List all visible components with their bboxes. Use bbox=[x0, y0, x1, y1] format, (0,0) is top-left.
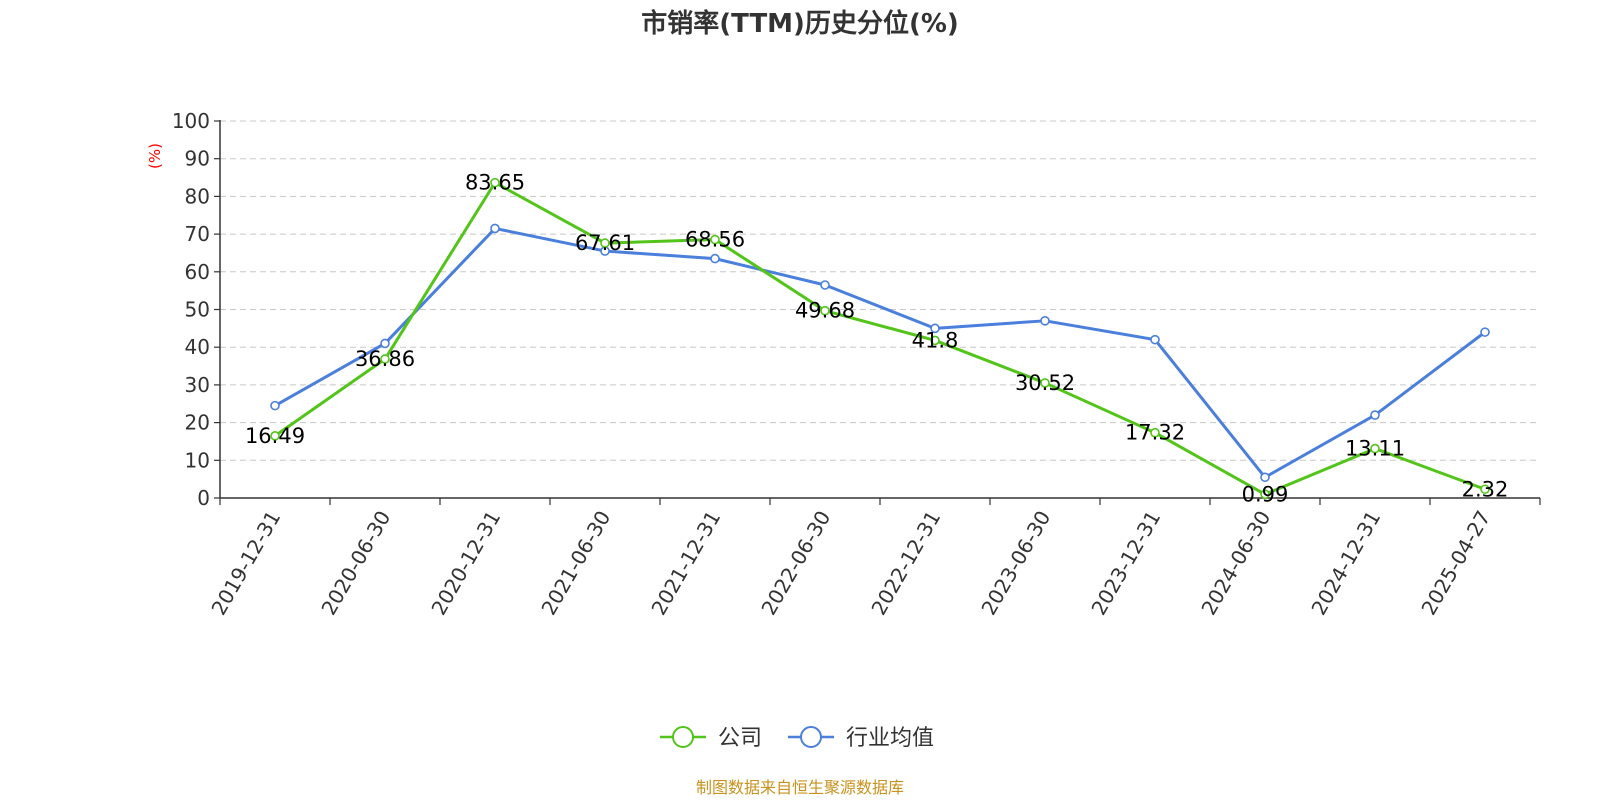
series-1-point-7[interactable] bbox=[1040, 316, 1050, 326]
legend-item-company[interactable]: 公司 bbox=[660, 726, 762, 751]
x-tick-label-7: 2023-06-30 bbox=[976, 507, 1055, 620]
y-tick-label-20: 20 bbox=[185, 411, 210, 435]
y-tick-label-80: 80 bbox=[185, 184, 210, 208]
y-tick-label-10: 10 bbox=[185, 448, 210, 472]
data-label-company-9: 0.99 bbox=[1242, 482, 1289, 506]
legend-item-industry-avg[interactable]: 行业均值 bbox=[788, 726, 934, 751]
data-label-company-3: 67.61 bbox=[575, 231, 635, 255]
data-label-company-0: 16.49 bbox=[245, 424, 305, 448]
x-tick-label-0: 2019-12-31 bbox=[206, 507, 285, 620]
series-1-point-0[interactable] bbox=[270, 400, 280, 411]
data-label-company-8: 17.32 bbox=[1125, 421, 1185, 445]
data-label-company-5: 49.68 bbox=[795, 299, 855, 323]
x-tick-label-10: 2024-12-31 bbox=[1306, 507, 1385, 620]
series-0-point-6[interactable] bbox=[930, 335, 940, 346]
y-tick-label-50: 50 bbox=[185, 298, 210, 322]
grid-lines bbox=[220, 120, 1540, 461]
series-line-0 bbox=[274, 181, 1486, 496]
series-0-point-11[interactable] bbox=[1480, 484, 1490, 495]
x-tick-label-2: 2020-12-31 bbox=[426, 507, 505, 620]
series-0-point-5[interactable] bbox=[820, 305, 830, 316]
series-0-point-7[interactable] bbox=[1040, 378, 1050, 388]
legend: 公司 行业均值 bbox=[660, 726, 934, 751]
series-0-point-4[interactable] bbox=[710, 234, 720, 245]
series-1-point-8[interactable] bbox=[1150, 334, 1160, 345]
data-label-company-2: 83.65 bbox=[465, 171, 525, 195]
series-1-point-11[interactable] bbox=[1480, 327, 1490, 337]
legend-industry-label: 行业均值 bbox=[846, 726, 934, 751]
y-tick-label-30: 30 bbox=[185, 373, 210, 397]
legend-industry-marker bbox=[800, 726, 822, 748]
series-0-point-2[interactable] bbox=[490, 177, 500, 188]
y-tick-labels: 0 10 20 30 40 50 60 70 80 90 100 bbox=[172, 109, 210, 510]
series-1-point-5[interactable] bbox=[820, 280, 830, 290]
series-lines bbox=[270, 177, 1490, 500]
y-tick-label-60: 60 bbox=[185, 260, 210, 284]
x-tick-label-9: 2024-06-30 bbox=[1196, 507, 1275, 620]
series-1-point-2[interactable] bbox=[490, 223, 500, 234]
data-label-company-6: 41.8 bbox=[912, 328, 959, 352]
y-tick-label-40: 40 bbox=[185, 335, 210, 359]
series-0-point-8[interactable] bbox=[1150, 427, 1160, 438]
x-tick-label-5: 2022-06-30 bbox=[756, 507, 835, 620]
data-labels: 16.49 36.86 83.65 67.61 68.56 49.68 41.8 30.52 1… bbox=[245, 171, 1508, 507]
series-1-point-6[interactable] bbox=[930, 323, 940, 334]
x-tick-label-4: 2021-12-31 bbox=[646, 507, 725, 620]
series-line-1 bbox=[274, 226, 1486, 479]
x-tick-label-11: 2025-04-27 bbox=[1416, 507, 1495, 620]
data-label-company-4: 68.56 bbox=[685, 228, 745, 252]
y-tick-label-70: 70 bbox=[185, 222, 210, 246]
chart-title: 市销率(TTM)历史分位(%) bbox=[641, 8, 959, 39]
series-1-point-10[interactable] bbox=[1370, 410, 1380, 420]
series-0-point-10[interactable] bbox=[1370, 443, 1380, 454]
y-tick-label-90: 90 bbox=[185, 147, 210, 171]
y-tick-label-0: 0 bbox=[197, 486, 210, 510]
series-1-point-9[interactable] bbox=[1260, 472, 1270, 483]
data-source-note: 制图数据来自恒生聚源数据库 bbox=[696, 778, 904, 797]
series-0-point-3[interactable] bbox=[600, 238, 610, 248]
legend-company-marker bbox=[672, 726, 694, 748]
series-0-point-0[interactable] bbox=[270, 431, 280, 441]
x-tick-labels: 2019-12-31 2020-06-30 2020-12-31 2021-06-30… bbox=[206, 507, 1495, 620]
legend-company-label: 公司 bbox=[718, 726, 762, 751]
axes bbox=[214, 120, 1541, 505]
data-label-company-7: 30.52 bbox=[1015, 371, 1075, 395]
data-label-company-11: 2.32 bbox=[1462, 477, 1509, 501]
x-tick-label-3: 2021-06-30 bbox=[536, 507, 615, 620]
data-label-company-1: 36.86 bbox=[355, 347, 415, 371]
x-tick-label-6: 2022-12-31 bbox=[866, 507, 945, 620]
x-tick-label-1: 2020-06-30 bbox=[316, 507, 395, 620]
series-0-point-1[interactable] bbox=[380, 354, 390, 364]
y-axis-label: (%) bbox=[146, 143, 164, 169]
series-1-point-4[interactable] bbox=[710, 253, 720, 264]
series-1-point-1[interactable] bbox=[380, 338, 390, 349]
series-0-point-9[interactable] bbox=[1260, 489, 1270, 500]
y-tick-label-100: 100 bbox=[172, 109, 210, 133]
x-tick-label-8: 2023-12-31 bbox=[1086, 507, 1165, 620]
data-label-company-10: 13.11 bbox=[1345, 437, 1405, 461]
